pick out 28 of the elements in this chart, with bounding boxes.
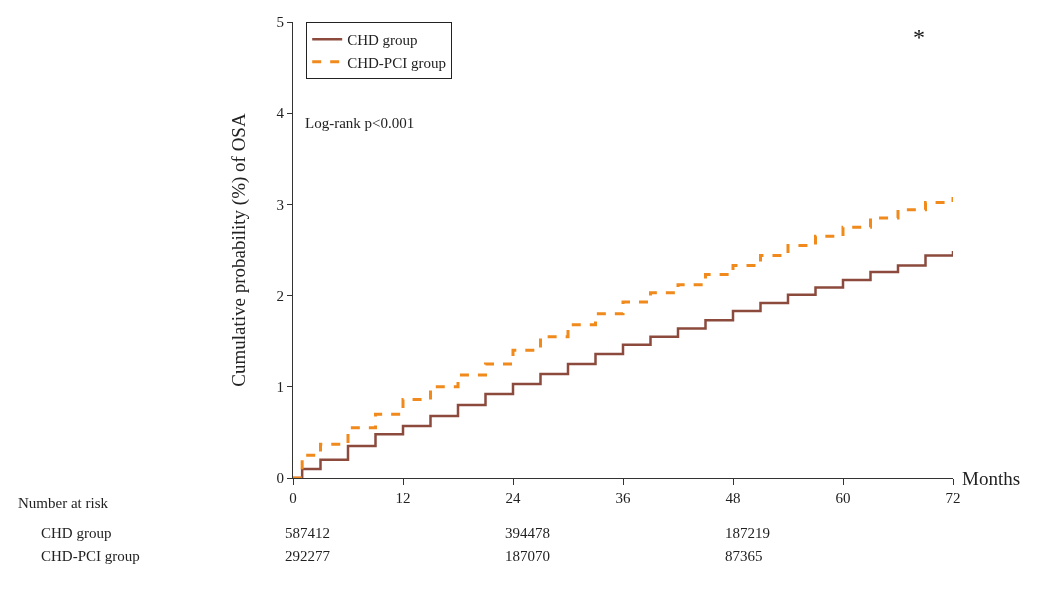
legend-label: CHD-PCI group xyxy=(347,54,446,71)
legend-label: CHD group xyxy=(347,32,418,49)
y-tick-label: 0 xyxy=(276,470,284,487)
text: Number at risk xyxy=(18,495,109,511)
y-tick-label: 1 xyxy=(276,379,284,396)
x-tick-label: 12 xyxy=(395,490,411,506)
x-tick-label: 24 xyxy=(505,490,521,506)
y-axis-title: Cumulative probability (%) of OSA xyxy=(228,113,250,387)
text: 394478 xyxy=(505,525,550,541)
text: 87365 xyxy=(725,548,763,564)
text: 187070 xyxy=(505,548,550,564)
y-tick-label: 2 xyxy=(276,287,284,304)
y-tick-label: 3 xyxy=(276,196,284,213)
annotation: * xyxy=(913,24,925,50)
x-axis-title: Months xyxy=(962,468,1021,489)
text: CHD-PCI group xyxy=(41,548,140,564)
x-tick-label: 36 xyxy=(615,490,631,506)
y-tick-label: 4 xyxy=(276,105,285,122)
text: 292277 xyxy=(285,548,331,564)
text: CHD group xyxy=(41,525,112,541)
x-tick-label: 60 xyxy=(835,490,851,506)
x-tick-label: 72 xyxy=(945,490,961,506)
text: 187219 xyxy=(725,525,770,541)
x-tick-label: 48 xyxy=(725,490,741,506)
annotation: Log-rank p<0.001 xyxy=(305,115,415,131)
y-tick-label: 5 xyxy=(276,14,284,31)
x-tick-label: 0 xyxy=(289,490,297,506)
text: 587412 xyxy=(285,525,330,541)
